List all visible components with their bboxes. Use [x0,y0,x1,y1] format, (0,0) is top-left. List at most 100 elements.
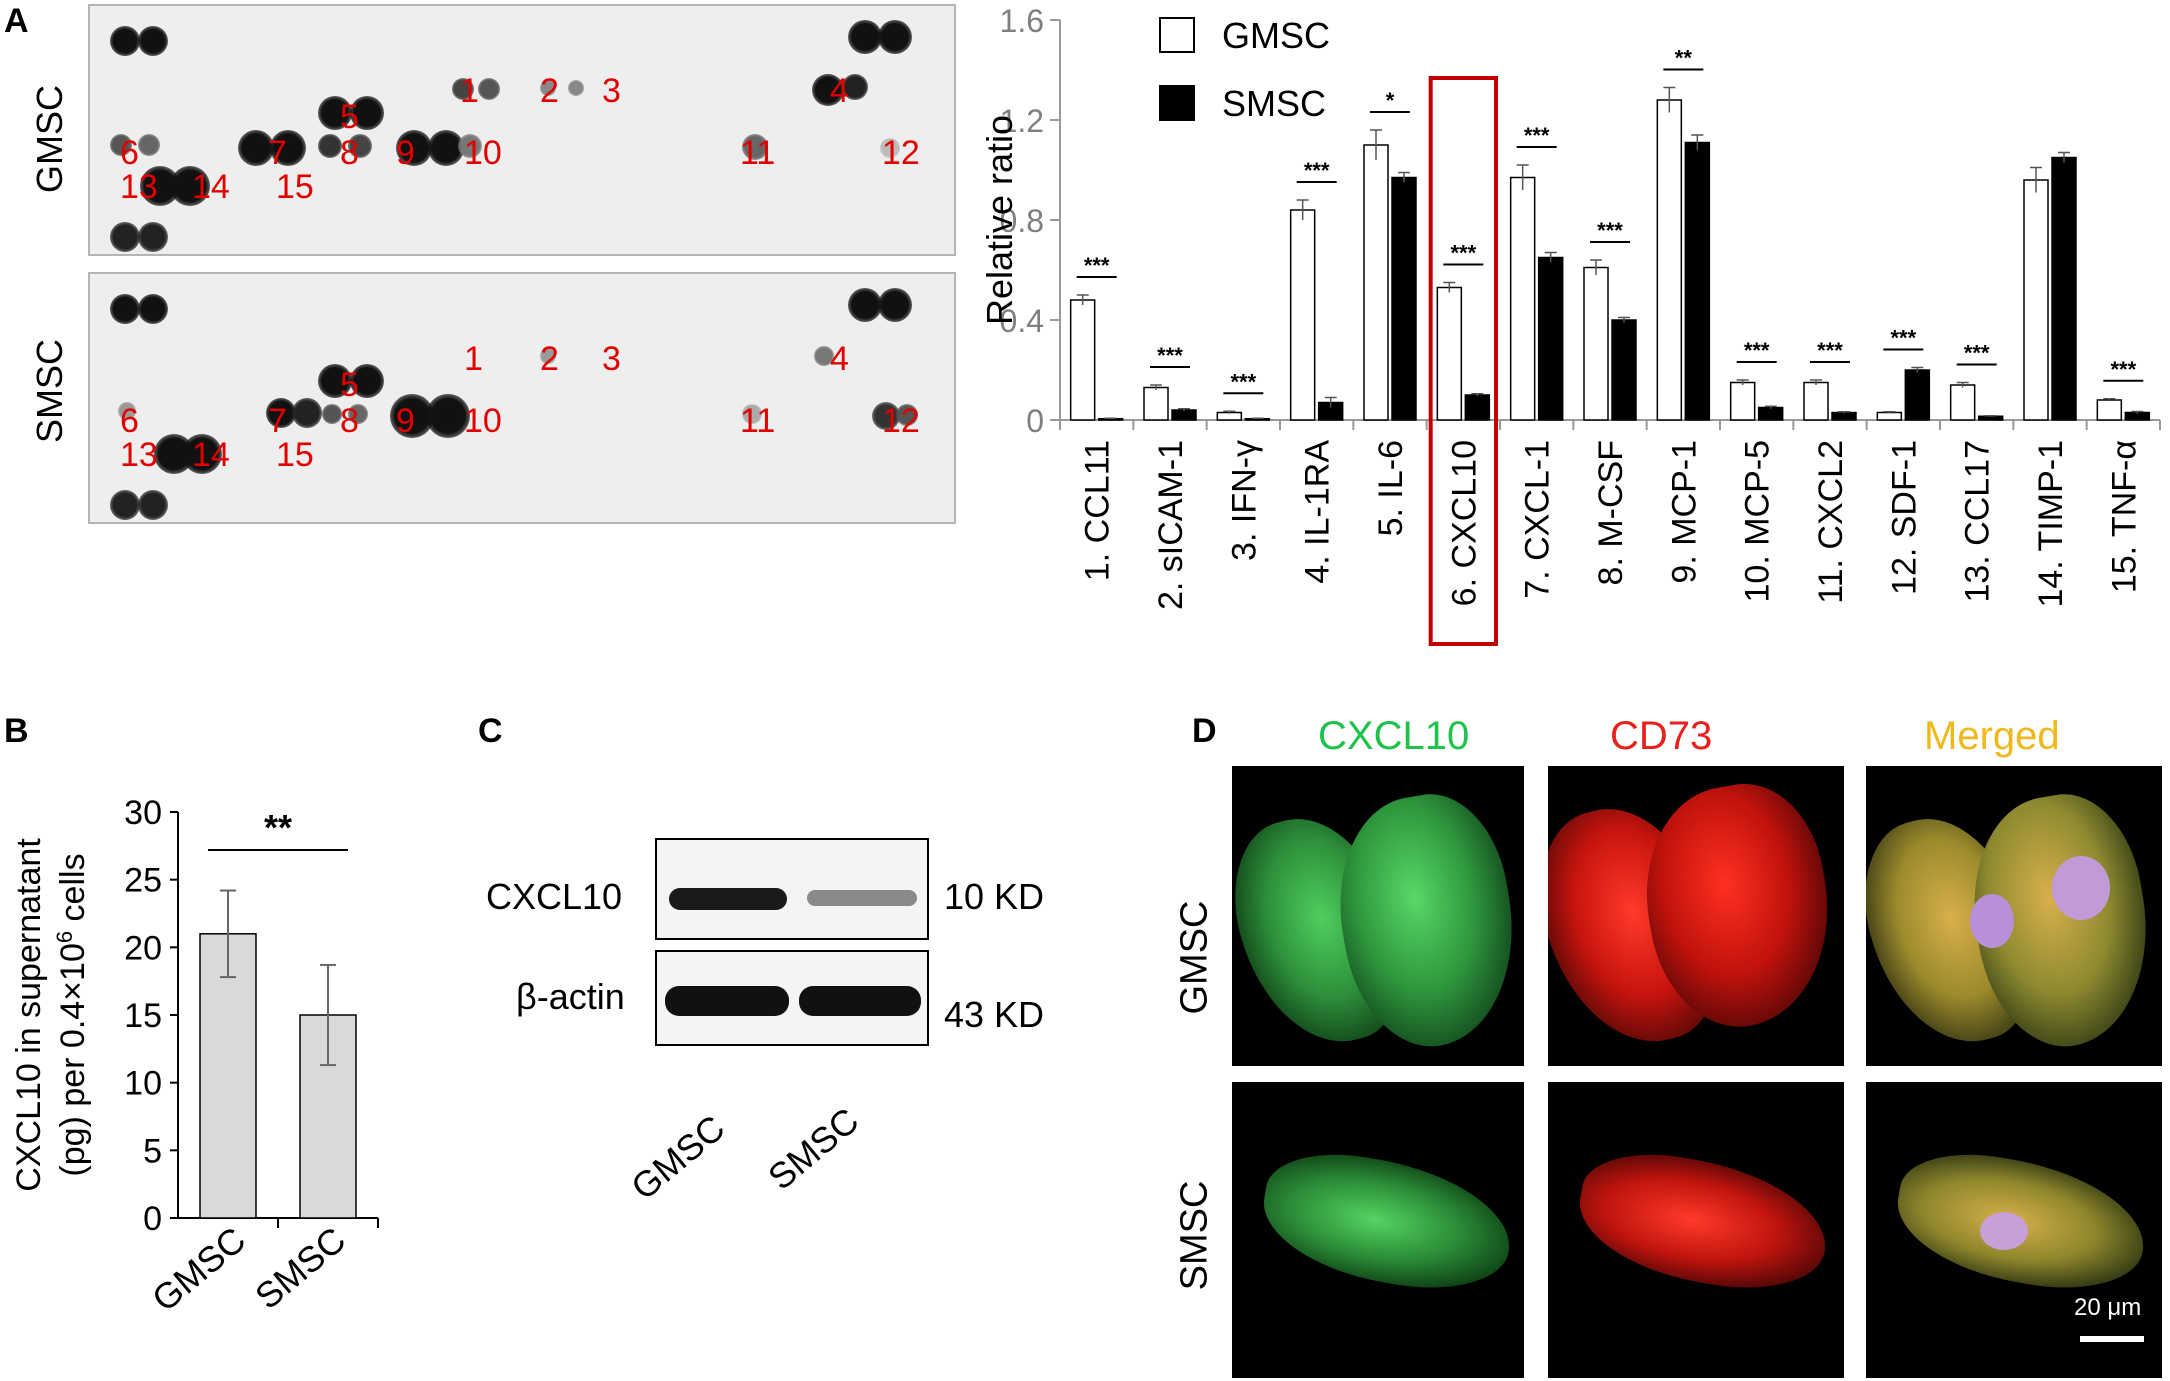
x-category-label: 2. sICAM-1 [1152,440,1190,610]
array-spot-number: 1 [464,340,483,378]
x-category-label: 14. TIMP-1 [2032,440,2070,608]
x-category-label: 13. CCL17 [1959,440,1997,603]
array-spot [350,96,384,130]
array-spot [878,288,912,322]
significance-mark: *** [1230,369,1256,394]
highlight-box [1428,76,1498,646]
micro-gmsc-merged [1866,766,2162,1066]
x-category-label: 6. CXCL10 [1445,440,1483,606]
y-tick-label: 30 [124,794,162,832]
y-tick-label: 0.4 [1000,303,1044,339]
array-spot-number: 14 [192,436,230,474]
array-spot [138,294,168,324]
panel-letter-c: C [478,712,503,750]
significance-mark: *** [2110,357,2136,382]
bar-smsc [1904,369,1931,421]
y-tick-label: 5 [143,1132,162,1170]
array-spot [452,78,474,100]
array-spot [348,134,372,158]
micro-smsc-cxcl10 [1232,1082,1524,1378]
array-spot-number: 12 [882,134,920,172]
array-spot-number: 4 [830,340,849,378]
array-spot-number: 8 [340,134,359,172]
y-tick-label: 10 [124,1065,162,1103]
bar-smsc [2051,156,2077,421]
bar-gmsc [1583,266,1609,421]
array-spot [266,398,296,428]
micro-smsc-merged: 20 μm [1866,1082,2162,1378]
array-membrane-gmsc: 1 2 3 4 5 6 7 8 9 10 11 12 13 14 15 [88,4,956,256]
x-category-label: 1. CCL11 [1079,440,1117,581]
array-spot [842,74,868,100]
significance-mark: *** [1744,338,1770,363]
western-lane-smsc: SMSC [760,1099,867,1198]
bar-gmsc [1509,176,1536,421]
array-spot [238,130,274,166]
micro-row-label-smsc: SMSC [1173,1180,1216,1291]
array-spot [110,222,140,252]
western-label-beta-actin: β-actin [516,976,625,1017]
array-spot [322,404,342,424]
array-row-label-smsc: SMSC [29,339,70,444]
bar-smsc [1757,406,1784,421]
array-spot [348,404,368,424]
array-spot [814,346,834,366]
array-spot [540,348,556,364]
array-spot [458,134,482,158]
bar-gmsc [1069,299,1096,421]
bar-smsc [1537,256,1564,421]
scale-bar [2080,1336,2144,1342]
array-spot [318,96,352,130]
y-tick-label: 0.8 [1000,203,1044,239]
y-tick-label: 25 [124,862,162,900]
array-spot [170,166,210,206]
legend-label-gmsc: GMSC [1222,15,1330,56]
significance-mark: *** [1890,326,1916,351]
bar-gmsc [1289,209,1316,421]
array-spot [878,20,912,54]
bar-gmsc [1803,381,1829,421]
array-row-label-gmsc: GMSC [29,85,70,193]
array-spot-number: 1 [460,72,479,110]
array-spot [110,294,140,324]
array-spot [426,394,470,438]
array-spot-number: 6 [120,402,139,440]
array-spot-number: 9 [396,402,415,440]
array-spot [540,80,556,96]
array-spot-number: 5 [340,98,359,136]
array-spot-number: 7 [268,134,287,172]
array-spot [292,398,322,428]
array-spot [318,364,352,398]
y-tick-label: 15 [124,997,162,1035]
array-spot [872,402,900,430]
significance-mark: *** [1964,341,1990,366]
array-spot [848,288,882,322]
significance-mark: * [1386,88,1395,113]
significance-mark: ** [264,807,292,848]
array-spot-number: 2 [540,340,559,378]
array-spot [350,364,384,398]
bar-smsc [1977,415,2004,421]
western-lane-gmsc: GMSC [623,1106,733,1208]
western-label-cxcl10: CXCL10 [486,876,623,917]
western-blot-cxcl10 [655,838,929,940]
x-category-label: 8. M-CSF [1592,440,1630,585]
bar-gmsc [1656,99,1683,421]
micro-row-label-gmsc: GMSC [1173,900,1216,1015]
x-category-label: SMSC [247,1219,353,1317]
significance-mark: *** [1597,218,1623,243]
array-spot [182,434,222,474]
y-axis-label-line2: (pg) per 0.4×106 cells [52,853,93,1176]
bar-smsc [1464,394,1491,421]
bar-gmsc [1949,384,1976,421]
x-category-label: 3. IFN-γ [1225,440,1263,561]
significance-mark: *** [1084,253,1110,278]
y-tick-label: 0 [143,1200,162,1238]
array-spot [848,20,882,54]
array-spot [138,134,160,156]
x-category-label: 11. CXCL2 [1812,440,1850,604]
array-spot [110,26,140,56]
significance-mark: *** [1524,123,1550,148]
